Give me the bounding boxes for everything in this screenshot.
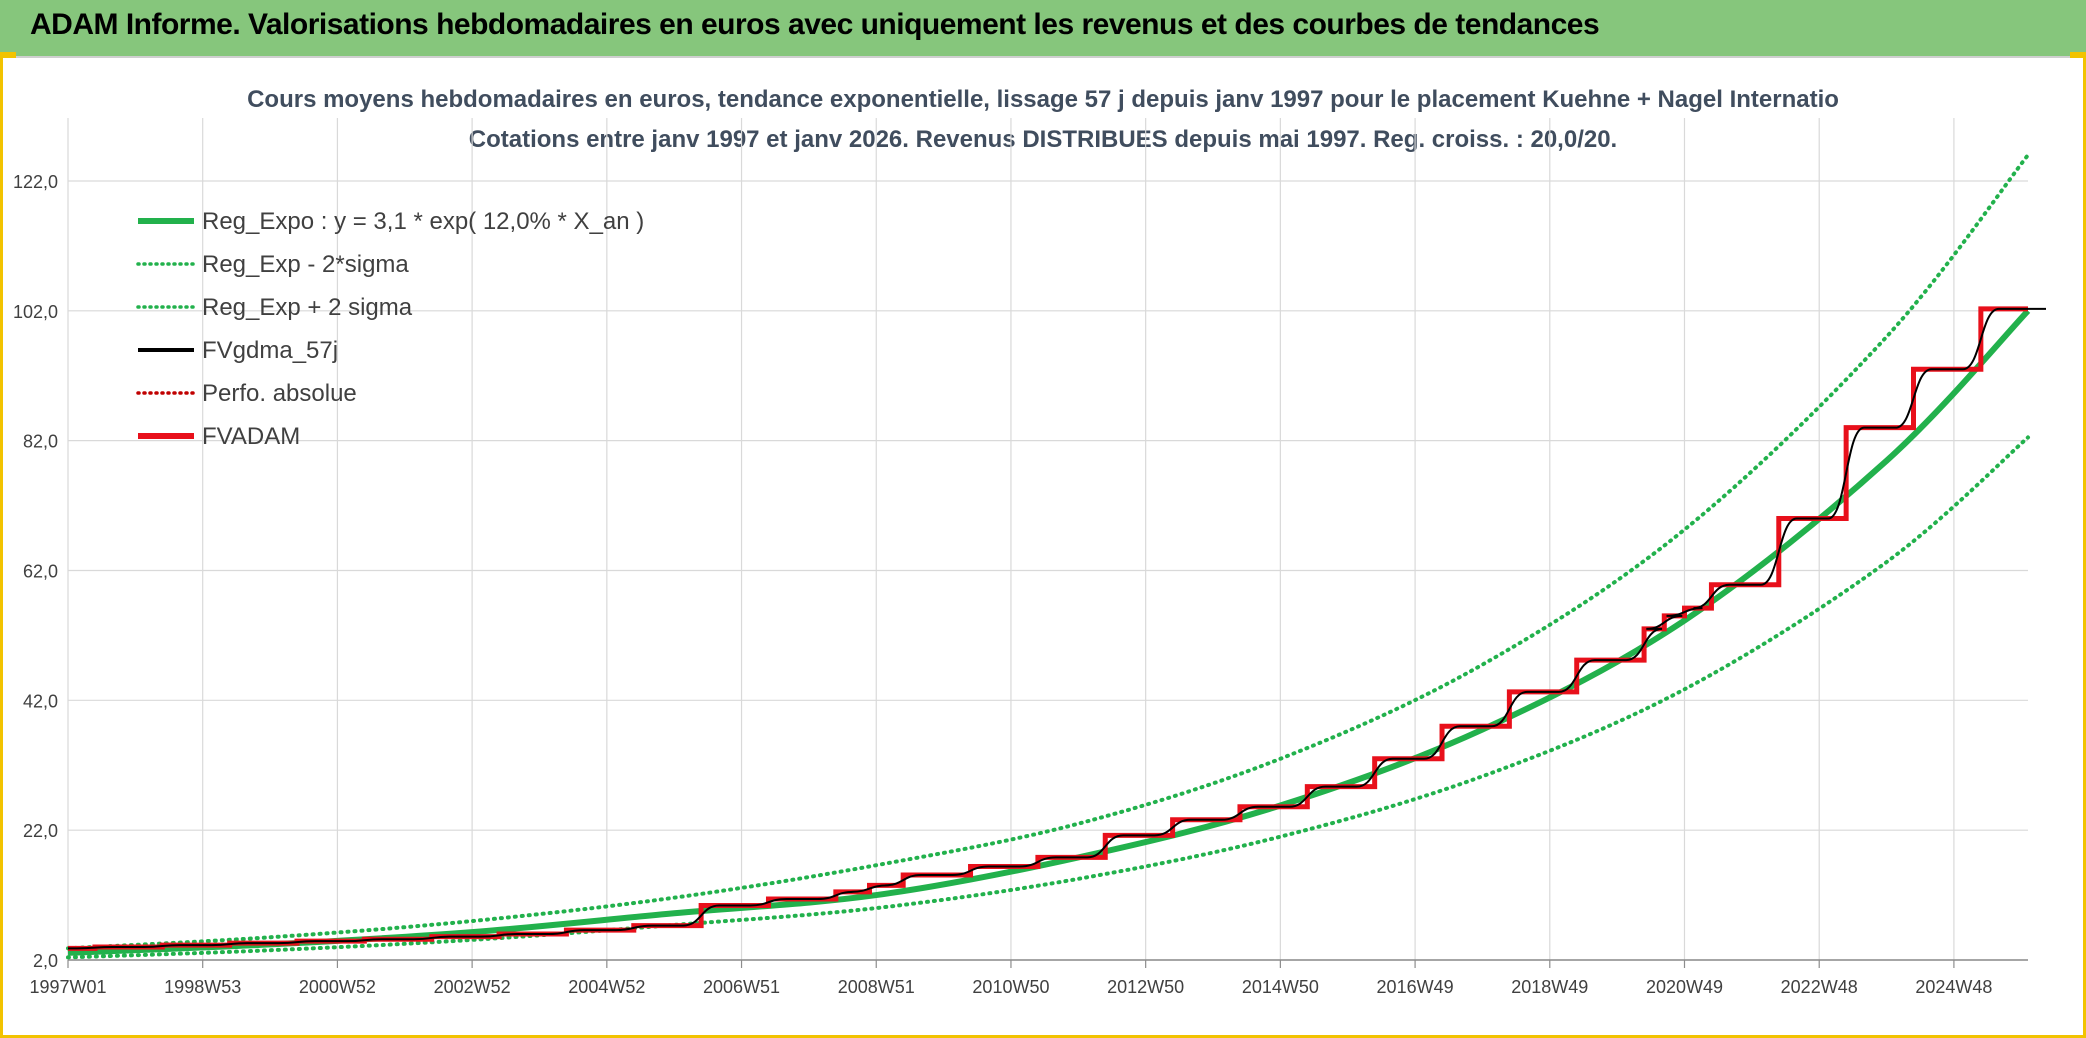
x-tick-label: 2004W52	[568, 977, 645, 997]
legend-label-fvgdma: FVgdma_57j	[202, 337, 338, 364]
x-tick-label: 2002W52	[434, 977, 511, 997]
x-tick-label: 2014W50	[1242, 977, 1319, 997]
y-tick-label: 42,0	[23, 691, 58, 711]
chart-title-line1: Cours moyens hebdomadaires en euros, ten…	[247, 86, 1839, 113]
x-tick-label: 2006W51	[703, 977, 780, 997]
x-tick-label: 2022W48	[1781, 977, 1858, 997]
banner-corner-left	[0, 52, 16, 58]
y-tick-label: 22,0	[23, 821, 58, 841]
x-tick-label: 2012W50	[1107, 977, 1184, 997]
chart-title-line2: Cotations entre janv 1997 et janv 2026. …	[468, 126, 1618, 153]
x-tick-label: 2018W49	[1511, 977, 1588, 997]
legend-label-reg_plus: Reg_Exp + 2 sigma	[202, 294, 413, 321]
x-tick-label: 2020W49	[1646, 977, 1723, 997]
series-fvadam	[68, 306, 2028, 951]
legend-label-fvadam: FVADAM	[202, 423, 300, 450]
x-tick-label: 1998W53	[164, 977, 241, 997]
x-tick-label: 2000W52	[299, 977, 376, 997]
legend-label-reg_minus: Reg_Exp - 2*sigma	[202, 251, 409, 278]
report-banner: ADAM Informe. Valorisations hebdomadaire…	[0, 0, 2086, 58]
x-tick-label: 1997W01	[29, 977, 106, 997]
y-tick-label: 82,0	[23, 432, 58, 452]
y-tick-label: 62,0	[23, 561, 58, 581]
y-tick-label: 122,0	[13, 172, 58, 192]
report-title: ADAM Informe. Valorisations hebdomadaire…	[30, 8, 1600, 41]
x-tick-label: 2010W50	[972, 977, 1049, 997]
y-tick-label: 102,0	[13, 302, 58, 322]
series-reg-minus-2sigma	[66, 435, 2030, 960]
legend-label-reg_expo: Reg_Expo : y = 3,1 * exp( 12,0% * X_an )	[202, 208, 644, 235]
series-reg-plus-2sigma	[66, 153, 2030, 951]
x-tick-label: 2016W49	[1377, 977, 1454, 997]
legend-label-perfo: Perfo. absolue	[202, 380, 357, 407]
banner-corner-right	[2070, 52, 2086, 58]
x-tick-label: 2024W48	[1915, 977, 1992, 997]
y-tick-label: 2,0	[33, 951, 58, 971]
x-tick-label: 2008W51	[838, 977, 915, 997]
series-fvgdma-57j	[68, 307, 2046, 950]
